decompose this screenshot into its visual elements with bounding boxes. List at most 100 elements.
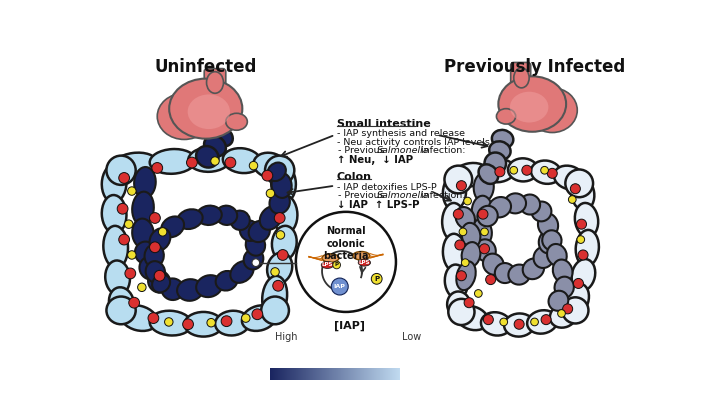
Circle shape	[474, 290, 482, 297]
Ellipse shape	[226, 113, 248, 130]
Text: Low: Low	[402, 332, 421, 341]
Ellipse shape	[272, 226, 297, 260]
Circle shape	[252, 259, 260, 266]
Circle shape	[186, 157, 197, 168]
Ellipse shape	[547, 244, 567, 266]
FancyBboxPatch shape	[204, 68, 226, 98]
Text: Small intestine: Small intestine	[337, 119, 431, 130]
Circle shape	[456, 271, 467, 281]
FancyBboxPatch shape	[510, 62, 531, 92]
Ellipse shape	[242, 305, 276, 331]
Text: Salmonella: Salmonella	[377, 191, 429, 200]
Ellipse shape	[230, 211, 250, 230]
Ellipse shape	[504, 313, 534, 337]
Circle shape	[331, 278, 348, 295]
Ellipse shape	[216, 271, 238, 290]
Ellipse shape	[477, 206, 498, 226]
Ellipse shape	[196, 146, 218, 168]
Ellipse shape	[520, 194, 540, 215]
Ellipse shape	[188, 147, 230, 172]
Ellipse shape	[260, 206, 282, 230]
Ellipse shape	[443, 175, 466, 210]
Circle shape	[152, 162, 163, 173]
Ellipse shape	[134, 167, 156, 198]
Ellipse shape	[576, 230, 599, 266]
Text: ↑ Neu,  ↓ IAP: ↑ Neu, ↓ IAP	[337, 155, 413, 165]
Ellipse shape	[240, 220, 259, 241]
Ellipse shape	[321, 262, 333, 269]
Ellipse shape	[248, 221, 270, 242]
Ellipse shape	[527, 310, 557, 334]
Ellipse shape	[273, 195, 297, 233]
Circle shape	[266, 189, 274, 198]
Ellipse shape	[523, 258, 544, 279]
Ellipse shape	[161, 216, 184, 237]
Ellipse shape	[102, 164, 127, 202]
Ellipse shape	[475, 239, 496, 261]
Circle shape	[262, 170, 273, 181]
Ellipse shape	[261, 296, 289, 324]
Ellipse shape	[246, 234, 265, 256]
Circle shape	[129, 297, 140, 308]
Ellipse shape	[562, 297, 588, 324]
Circle shape	[119, 234, 130, 245]
Circle shape	[568, 196, 576, 203]
Ellipse shape	[575, 203, 598, 237]
Ellipse shape	[447, 292, 470, 318]
Circle shape	[459, 228, 467, 236]
Ellipse shape	[150, 149, 196, 174]
Ellipse shape	[489, 197, 511, 217]
Circle shape	[277, 249, 288, 260]
Text: - IAP synthesis and release: - IAP synthesis and release	[337, 130, 464, 139]
Circle shape	[249, 162, 258, 170]
Ellipse shape	[462, 242, 480, 267]
Ellipse shape	[456, 207, 475, 229]
Ellipse shape	[444, 166, 472, 193]
Circle shape	[333, 261, 341, 269]
Circle shape	[252, 309, 263, 320]
Ellipse shape	[145, 244, 164, 267]
Ellipse shape	[449, 299, 474, 325]
Ellipse shape	[456, 261, 476, 290]
Ellipse shape	[553, 260, 572, 283]
Circle shape	[150, 213, 161, 224]
Ellipse shape	[253, 153, 287, 178]
Circle shape	[558, 310, 565, 318]
Circle shape	[541, 166, 549, 174]
Ellipse shape	[111, 153, 157, 178]
Ellipse shape	[443, 234, 466, 271]
Ellipse shape	[472, 219, 492, 246]
Text: Previously Infected: Previously Infected	[444, 58, 625, 76]
Ellipse shape	[152, 275, 170, 292]
Ellipse shape	[188, 94, 230, 129]
Ellipse shape	[353, 252, 370, 260]
Circle shape	[562, 304, 572, 314]
Ellipse shape	[539, 230, 559, 254]
Text: - IAP detoxifies LPS-P: - IAP detoxifies LPS-P	[337, 183, 436, 192]
Ellipse shape	[442, 203, 465, 241]
Ellipse shape	[550, 304, 577, 328]
Ellipse shape	[145, 261, 165, 283]
Ellipse shape	[216, 206, 237, 225]
Circle shape	[127, 187, 136, 195]
Text: IAP: IAP	[334, 284, 346, 289]
Circle shape	[510, 166, 518, 174]
Ellipse shape	[161, 278, 184, 300]
Ellipse shape	[120, 305, 157, 331]
Ellipse shape	[104, 226, 128, 268]
Ellipse shape	[554, 166, 585, 190]
Ellipse shape	[230, 261, 253, 283]
Circle shape	[486, 275, 495, 285]
Ellipse shape	[107, 296, 135, 324]
Text: P: P	[374, 276, 379, 282]
Circle shape	[127, 251, 136, 259]
Circle shape	[455, 240, 465, 250]
Circle shape	[225, 157, 235, 168]
Ellipse shape	[265, 156, 294, 185]
Text: LPS: LPS	[322, 262, 333, 267]
Ellipse shape	[505, 193, 526, 213]
Circle shape	[274, 213, 285, 224]
Circle shape	[462, 259, 469, 266]
Ellipse shape	[132, 192, 154, 225]
Circle shape	[273, 280, 284, 291]
